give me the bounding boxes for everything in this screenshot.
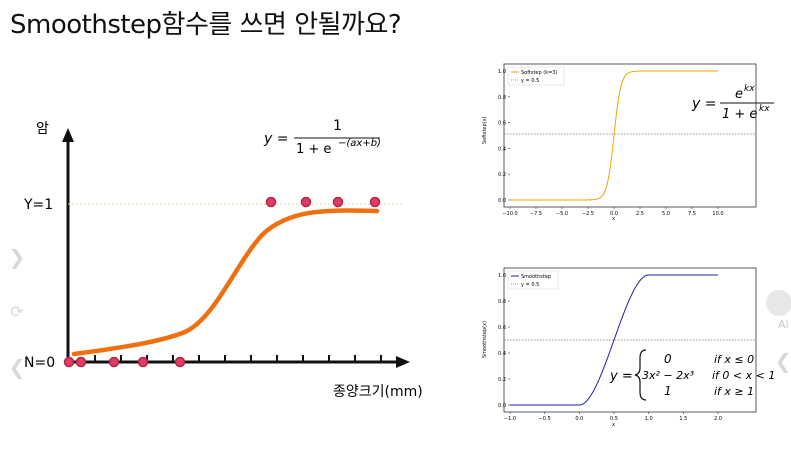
y-tick-label: 0.4 xyxy=(498,146,506,152)
smoothstep-chart: 0.0 0.2 0.4 0.6 0.8 1.0 −1.0 −0.5 0.0 0.5 1.0 1.5 2… xyxy=(482,267,757,428)
main-formula-exponent: −(ax+b) xyxy=(338,138,381,149)
main-ylabel: 암 xyxy=(36,121,49,137)
refresh-icon: ⟳ xyxy=(10,301,24,321)
main-y-arrow xyxy=(62,128,74,142)
main-formula-denominator: 1 + e xyxy=(296,142,331,157)
smoothstep-case2-cond: if 0 < x < 1 xyxy=(712,369,775,382)
softstep-x-ticks: −10.0 −7.5 −5.0 −2.5 0.0 2.5 5.0 7.5 10.0 xyxy=(502,207,724,217)
main-chart: 암 Y=1 N=0 y = 1 1 + e −(ax+b) 종양크기(mm) xyxy=(23,118,423,400)
next-slide-button[interactable]: ❯ xyxy=(6,245,28,269)
x-tick-label: 1.0 xyxy=(645,416,653,422)
y-tick-label: 0.6 xyxy=(498,325,506,331)
softstep-plot-frame xyxy=(503,63,757,208)
x-tick-label: −5.0 xyxy=(556,211,568,217)
softstep-legend-1: Softstep (k=3) xyxy=(521,70,557,76)
smoothstep-formula-lhs: y = xyxy=(609,369,633,384)
y-tick-label: 0.4 xyxy=(498,351,506,357)
softstep-formula-lhs: y = xyxy=(691,96,716,112)
smoothstep-formula: y = 0 if x ≤ 0 3x² − 2x³ if 0 < x < 1 1 … xyxy=(609,349,775,401)
chevron-left-icon: ❮ xyxy=(8,355,26,379)
softstep-formula-num: e xyxy=(735,87,743,102)
data-points xyxy=(63,196,381,368)
smoothstep-legend-2: y = 0.5 xyxy=(521,282,539,288)
x-tick-label: −10.0 xyxy=(502,211,517,217)
x-tick-label: −1.0 xyxy=(504,416,516,422)
main-formula-lhs: y = xyxy=(263,131,288,147)
y-tick-label: 0.8 xyxy=(498,299,506,305)
x-tick-label: −2.5 xyxy=(582,211,594,217)
smoothstep-x-ticks: −1.0 −0.5 0.0 0.5 1.0 1.5 2.0 xyxy=(504,412,722,422)
y-tick-label: 0.0 xyxy=(498,403,506,409)
edge-prev-button[interactable]: ❮ xyxy=(772,349,791,373)
softstep-formula-den: 1 + e xyxy=(722,107,757,122)
smoothstep-curve xyxy=(510,274,718,406)
data-point xyxy=(174,356,186,368)
smoothstep-legend xyxy=(507,270,559,290)
y0-label: N=0 xyxy=(24,355,55,371)
main-xlabel: 종양크기(mm) xyxy=(333,384,423,400)
smoothstep-case3-cond: if x ≥ 1 xyxy=(714,385,754,398)
main-x-ticks xyxy=(94,355,382,362)
smoothstep-case1-cond: if x ≤ 0 xyxy=(714,353,754,366)
data-point xyxy=(75,356,87,368)
main-formula-numerator: 1 xyxy=(333,118,342,134)
smoothstep-legend-1: Smoothstep xyxy=(521,274,551,280)
softstep-formula-num-exp: kx xyxy=(744,84,755,94)
y-tick-label: 0.2 xyxy=(498,172,506,178)
data-point xyxy=(108,356,120,368)
sigmoid-curve xyxy=(71,208,380,357)
x-tick-label: 0.5 xyxy=(610,416,618,422)
x-tick-label: 0.0 xyxy=(575,416,583,422)
y-tick-label: 1.0 xyxy=(498,69,506,75)
x-tick-label: −7.5 xyxy=(530,211,542,217)
smoothstep-case2-val: 3x² − 2x³ xyxy=(642,369,695,382)
softstep-formula: y = e kx 1 + e kx xyxy=(691,84,774,122)
softstep-formula-den-exp: kx xyxy=(759,104,770,114)
data-point xyxy=(369,196,381,208)
prev-slide-button[interactable]: ❮ xyxy=(6,355,28,379)
data-point xyxy=(332,196,344,208)
y-tick-label: 0.8 xyxy=(498,95,506,101)
data-point xyxy=(300,196,312,208)
data-point xyxy=(137,356,149,368)
y-tick-label: 1.0 xyxy=(498,273,506,279)
chevron-right-icon: ❯ xyxy=(8,245,26,269)
x-tick-label: 1.5 xyxy=(679,416,687,422)
rotate-button[interactable]: ⟳ xyxy=(6,300,28,322)
data-point xyxy=(265,196,277,208)
softstep-curve xyxy=(510,70,718,201)
x-tick-label: 10.0 xyxy=(712,211,723,217)
softstep-legend-2: y = 0.5 xyxy=(521,78,539,84)
chevron-left-icon: ❮ xyxy=(774,349,791,373)
smoothstep-xlabel: x xyxy=(612,422,615,428)
softstep-ylabel: Softstep(x) xyxy=(482,116,488,144)
softstep-chart: 0.0 0.2 0.4 0.6 0.8 1.0 −10.0 −7.5 −5.0 −2.5 0.0 2… xyxy=(482,63,757,222)
y-tick-label: 0.6 xyxy=(498,121,506,127)
x-tick-label: −0.5 xyxy=(539,416,551,422)
y1-label: Y=1 xyxy=(23,197,53,213)
main-x-arrow xyxy=(396,356,410,368)
side-panel-handle[interactable] xyxy=(766,290,791,316)
x-tick-label: 2.0 xyxy=(714,416,722,422)
x-tick-label: 7.5 xyxy=(688,211,696,217)
smoothstep-case1-val: 0 xyxy=(664,352,672,366)
y-tick-label: 0.2 xyxy=(498,377,506,383)
data-point xyxy=(63,356,75,368)
softstep-legend xyxy=(507,66,565,86)
softstep-xlabel: x xyxy=(612,216,615,222)
smoothstep-case3-val: 1 xyxy=(664,384,672,398)
side-panel-label: Al xyxy=(778,318,789,331)
smoothstep-formula-brace xyxy=(634,349,647,401)
x-tick-label: 0.0 xyxy=(610,211,618,217)
x-tick-label: 2.5 xyxy=(636,211,644,217)
x-tick-label: 5.0 xyxy=(662,211,670,217)
y-tick-label: 0.0 xyxy=(498,198,506,204)
slide-title: Smoothstep함수를 쓰면 안될까요? xyxy=(10,10,402,40)
smoothstep-ylabel: Smoothstep(x) xyxy=(482,321,488,358)
